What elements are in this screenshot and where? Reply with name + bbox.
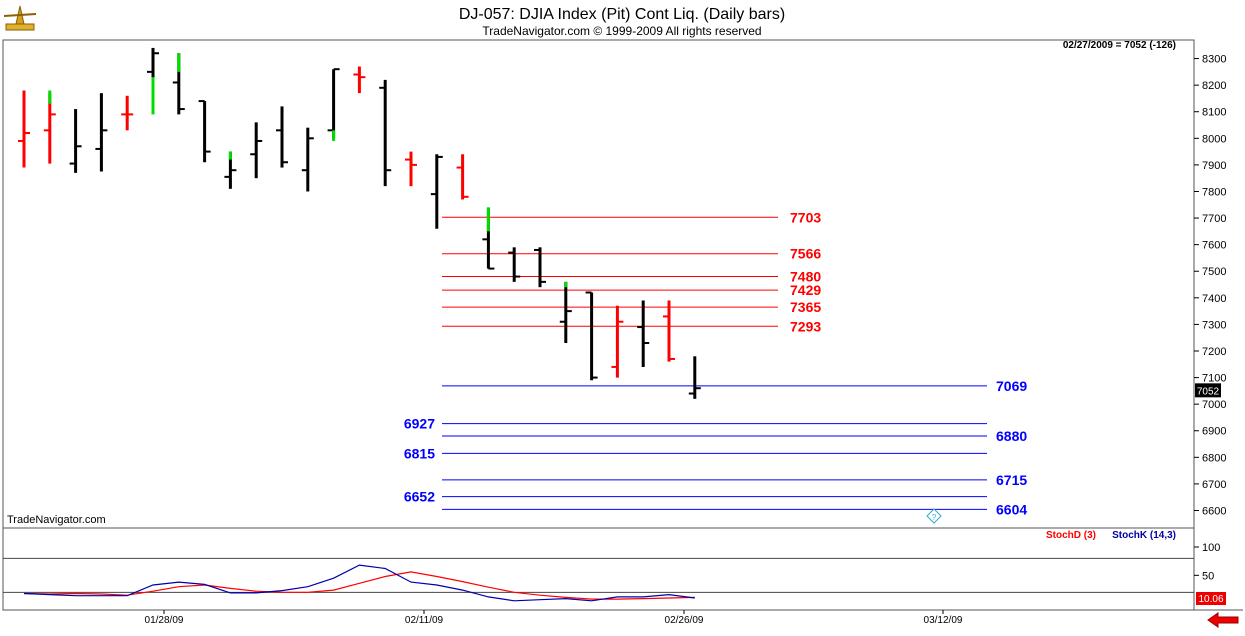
ohlc-bar xyxy=(585,291,598,381)
price-tick-label: 7400 xyxy=(1202,293,1226,305)
current-price-tag: 7052 xyxy=(1195,383,1221,398)
price-bars xyxy=(18,47,701,399)
copyright-text: TradeNavigator.com © 1999-2009 All right… xyxy=(482,24,761,38)
price-tick-label: 7000 xyxy=(1202,399,1226,411)
resistance-label: 7429 xyxy=(790,282,821,298)
price-tick-label: 7300 xyxy=(1202,319,1226,331)
ohlc-bar xyxy=(353,66,366,94)
stoch-series-line xyxy=(23,571,695,600)
last-quote-text: 02/27/2009 = 7052 (-126) xyxy=(1063,40,1176,51)
ohlc-bar xyxy=(95,93,108,172)
chart-marker[interactable]: ? xyxy=(926,508,942,524)
trade-navigator-logo-icon[interactable] xyxy=(3,5,37,31)
price-tick-label: 7800 xyxy=(1202,186,1226,198)
resistance-label: 7480 xyxy=(790,269,821,285)
ohlc-bar xyxy=(534,247,546,288)
price-tick-label: 6600 xyxy=(1202,506,1226,518)
price-tick-label: 6800 xyxy=(1202,452,1226,464)
support-label: 6927 xyxy=(404,416,435,432)
support-label: 6815 xyxy=(404,445,435,461)
support-label: 6604 xyxy=(996,501,1027,517)
stoch-value-box xyxy=(1196,592,1226,605)
price-tick-label: 7500 xyxy=(1202,266,1226,278)
ohlc-bar xyxy=(688,356,701,399)
resistance-label: 7703 xyxy=(790,209,821,225)
ohlc-bar xyxy=(508,247,521,282)
ohlc-bar xyxy=(611,305,624,378)
resistance-label: 7566 xyxy=(790,246,821,262)
stoch-d-legend: StochD (3) xyxy=(1046,530,1096,541)
ohlc-bar xyxy=(276,106,288,168)
ohlc-bar xyxy=(18,90,30,168)
price-tick-label: 7200 xyxy=(1202,346,1226,358)
ohlc-bar xyxy=(405,151,417,187)
support-label: 7069 xyxy=(996,378,1027,394)
ohlc-bar xyxy=(379,79,392,187)
ohlc-bar xyxy=(637,300,650,367)
ohlc-bar xyxy=(43,93,56,164)
price-tick-label: 6700 xyxy=(1202,479,1226,491)
price-tick-label: 8000 xyxy=(1202,133,1226,145)
support-label: 6652 xyxy=(404,489,435,505)
ohlc-bar xyxy=(430,154,443,229)
price-tick-label: 7600 xyxy=(1202,240,1226,252)
ohlc-bar xyxy=(301,127,314,192)
price-tick-label: 7700 xyxy=(1202,213,1226,225)
price-tick-label: 6900 xyxy=(1202,426,1226,438)
ohlc-bar xyxy=(456,154,469,200)
ohlc-bar xyxy=(559,281,572,344)
price-axis: 6600 6700 6800 6900 7000 7100 7200 7300 7400 7500… xyxy=(1194,54,1226,518)
resistance-label: 7293 xyxy=(790,318,821,334)
watermark-text: TradeNavigator.com xyxy=(7,514,106,526)
price-tick-label: 7100 xyxy=(1202,373,1226,385)
stoch-value-label: 10.06 xyxy=(1198,594,1223,605)
price-tick-label: 8100 xyxy=(1202,107,1226,119)
stoch-tick-label: 100 xyxy=(1202,542,1220,554)
scroll-left-arrow-icon[interactable] xyxy=(1207,612,1239,628)
date-tick-label: 03/12/09 xyxy=(924,615,963,626)
resistance-label: 7365 xyxy=(790,299,821,315)
stochastic-panel: 100 50 StochD (3) StochK (14,3) 10.06 xyxy=(3,530,1226,605)
date-axis: 01/28/09 02/11/09 02/26/09 03/12/09 xyxy=(145,610,963,626)
stoch-k-legend: StochK (14,3) xyxy=(1112,530,1176,541)
svg-text:?: ? xyxy=(932,513,937,522)
date-tick-label: 02/11/09 xyxy=(405,615,444,626)
date-tick-label: 01/28/09 xyxy=(145,615,184,626)
price-tick-label: 7900 xyxy=(1202,160,1226,172)
ohlc-bar xyxy=(250,122,263,179)
current-price-label: 7052 xyxy=(1197,386,1220,397)
support-label: 6880 xyxy=(996,428,1027,444)
support-label: 6715 xyxy=(996,472,1027,488)
ohlc-bar xyxy=(663,300,675,362)
stoch-series-line xyxy=(23,564,695,602)
chart-title: DJ-057: DJIA Index (Pit) Cont Liq. (Dail… xyxy=(459,6,785,23)
ohlc-bar xyxy=(69,109,82,173)
current-price-box xyxy=(1195,383,1221,398)
stoch-tick-label: 50 xyxy=(1202,570,1214,582)
date-tick-label: 02/26/09 xyxy=(665,615,704,626)
price-tick-label: 8300 xyxy=(1202,54,1226,66)
ohlc-bar xyxy=(121,95,134,131)
ohlc-bar xyxy=(198,100,211,163)
price-tick-label: 8200 xyxy=(1202,80,1226,92)
